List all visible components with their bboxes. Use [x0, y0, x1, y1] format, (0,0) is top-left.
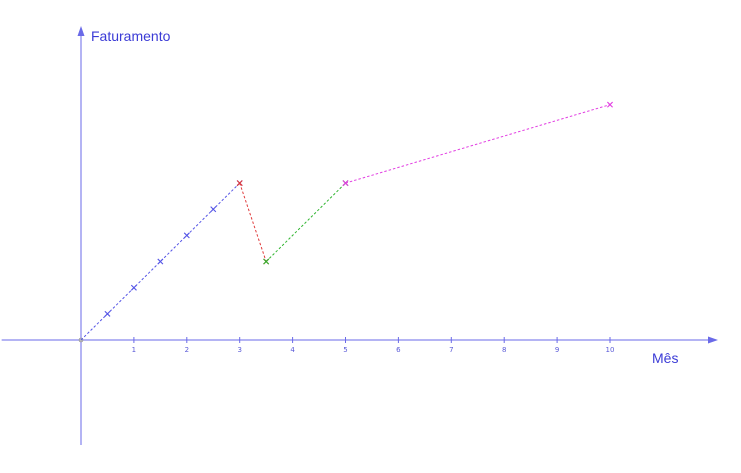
x-tick-label-8: 8 — [502, 346, 506, 354]
x-tick-label-1: 1 — [132, 346, 136, 354]
series-2-point-0 — [263, 258, 270, 265]
series-0-point-5 — [210, 206, 217, 213]
x-tick-label-7: 7 — [449, 346, 453, 354]
series-0-point-1 — [104, 310, 111, 317]
x-ticks: 1 2 3 4 5 6 7 8 9 10 — [132, 337, 615, 354]
x-tick-label-2: 2 — [185, 346, 189, 354]
series-1-point-0 — [236, 180, 243, 187]
series-1-line — [239, 182, 267, 262]
x-axis-label: Mês — [652, 350, 679, 366]
axes — [1, 26, 718, 445]
series-3-point-1 — [607, 101, 613, 108]
series-2-line — [265, 182, 346, 262]
x-tick-label-6: 6 — [396, 346, 401, 354]
y-axis-arrow — [77, 26, 85, 36]
x-tick-label-3: 3 — [237, 346, 241, 354]
series-0-point-3 — [157, 258, 164, 265]
x-tick-label-5: 5 — [343, 346, 347, 354]
series-0-point-4 — [183, 232, 190, 239]
x-tick-label-4: 4 — [290, 346, 295, 354]
series-layer — [80, 101, 613, 341]
series-3-line — [345, 104, 611, 184]
series-3-point-0 — [342, 180, 349, 187]
x-tick-label-10: 10 — [606, 346, 615, 354]
y-axis-label: Faturamento — [91, 28, 171, 44]
x-tick-label-9: 9 — [555, 346, 559, 354]
x-axis-arrow — [708, 336, 718, 344]
series-0-point-2 — [130, 284, 137, 291]
